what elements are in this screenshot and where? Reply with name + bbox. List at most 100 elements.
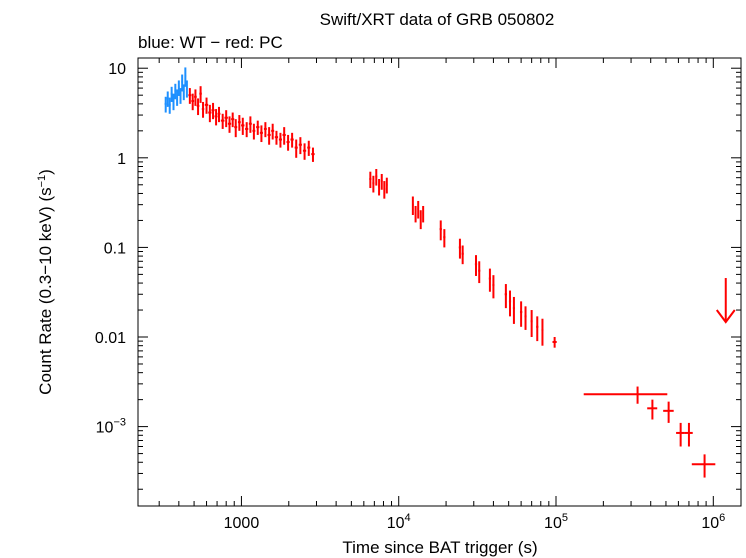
- data-point: [170, 86, 173, 102]
- data-point: [530, 310, 533, 338]
- data-point: [676, 422, 685, 447]
- y-tick-label-base: 0.01: [95, 330, 126, 347]
- data-point: [302, 143, 307, 160]
- data-point: [177, 80, 180, 96]
- data-point: [414, 205, 417, 223]
- y-axis-label: Count Rate (0.3−10 keV) (s−1): [36, 169, 55, 395]
- data-point: [647, 399, 658, 420]
- data-point: [184, 67, 187, 87]
- data-point: [181, 74, 184, 92]
- x-tick-label-base: 10: [544, 515, 562, 532]
- data-point: [241, 117, 245, 135]
- data-point: [248, 116, 252, 133]
- data-point: [663, 401, 674, 423]
- data-point: [201, 101, 205, 118]
- y-tick-label-base: 10: [108, 61, 126, 78]
- data-point: [298, 137, 302, 155]
- data-point: [417, 200, 420, 219]
- data-point: [311, 147, 315, 162]
- data-point: [385, 177, 388, 194]
- data-point: [375, 169, 378, 186]
- data-point: [508, 290, 512, 317]
- data-point: [443, 229, 446, 248]
- x-tick-label: 105: [544, 512, 568, 532]
- x-tick-label-exp: 5: [562, 512, 568, 524]
- data-point: [194, 89, 197, 106]
- data-point: [172, 93, 175, 111]
- axis-ticks: [138, 58, 741, 506]
- y-tick-label: 0.1: [104, 240, 126, 257]
- data-point: [227, 116, 232, 133]
- data-point: [684, 422, 693, 447]
- data-point: [224, 110, 228, 128]
- data-point: [372, 175, 375, 193]
- data-point: [524, 306, 527, 330]
- data-point: [166, 91, 169, 107]
- data-point: [294, 139, 298, 158]
- y-tick-label: 10: [108, 61, 126, 78]
- y-axis-label-main: Count Rate (0.3−10 keV) (s: [36, 187, 55, 394]
- y-tick-label: 10−3: [96, 417, 126, 437]
- data-point: [263, 122, 267, 138]
- data-point: [488, 268, 491, 292]
- data-point: [199, 86, 202, 103]
- data-marks: [164, 67, 736, 478]
- y-tick-label-base: 0.1: [104, 240, 126, 257]
- data-point: [419, 210, 422, 230]
- data-point: [512, 296, 515, 324]
- y-tick-label: 1: [117, 151, 126, 168]
- data-point: [185, 80, 188, 98]
- upper-limit-head: [715, 309, 736, 324]
- data-point: [583, 386, 668, 404]
- data-point: [234, 119, 238, 138]
- data-point: [208, 104, 212, 123]
- data-point: [461, 245, 464, 265]
- data-point: [286, 134, 290, 151]
- data-point: [541, 318, 544, 346]
- x-tick-label-base: 10: [387, 515, 405, 532]
- y-tick-label-base: 1: [117, 151, 126, 168]
- data-point: [307, 140, 311, 156]
- data-point: [196, 98, 200, 116]
- y-tick-label: 0.01: [95, 330, 126, 347]
- data-point: [220, 113, 225, 129]
- data-point: [691, 454, 716, 478]
- data-point: [174, 83, 177, 100]
- plot-frame: [137, 57, 742, 507]
- data-point: [188, 88, 192, 104]
- data-point: [411, 196, 414, 215]
- data-point: [383, 181, 386, 199]
- chart-title: Swift/XRT data of GRB 050802: [320, 10, 555, 29]
- data-point: [474, 255, 478, 276]
- x-axis-label: Time since BAT trigger (s): [342, 538, 537, 557]
- data-point: [290, 132, 294, 148]
- data-point: [536, 316, 539, 342]
- data-point: [439, 220, 442, 241]
- series-PC: [188, 86, 716, 478]
- x-tick-label: 104: [387, 512, 411, 532]
- y-axis-label-end: ): [36, 169, 55, 175]
- data-point: [380, 173, 383, 190]
- x-tick-label-exp: 4: [405, 512, 411, 524]
- data-point: [164, 96, 167, 113]
- data-point: [274, 130, 279, 145]
- x-tick-label: 106: [701, 512, 725, 532]
- data-point: [271, 123, 275, 140]
- data-point: [267, 127, 271, 145]
- data-point: [179, 88, 182, 104]
- y-tick-label-exp: −3: [113, 417, 126, 429]
- data-point: [245, 122, 249, 138]
- data-point: [492, 275, 495, 299]
- data-point: [282, 127, 286, 145]
- data-point: [231, 112, 235, 128]
- data-point: [217, 106, 221, 123]
- y-axis-label-sup: −1: [36, 175, 48, 188]
- upper-limit-arrow: [715, 278, 736, 324]
- data-point: [211, 102, 215, 120]
- chart-subtitle: blue: WT − red: PC: [138, 33, 283, 52]
- data-point: [552, 337, 557, 348]
- data-point: [256, 120, 260, 135]
- data-point: [278, 132, 282, 148]
- data-point: [176, 89, 179, 106]
